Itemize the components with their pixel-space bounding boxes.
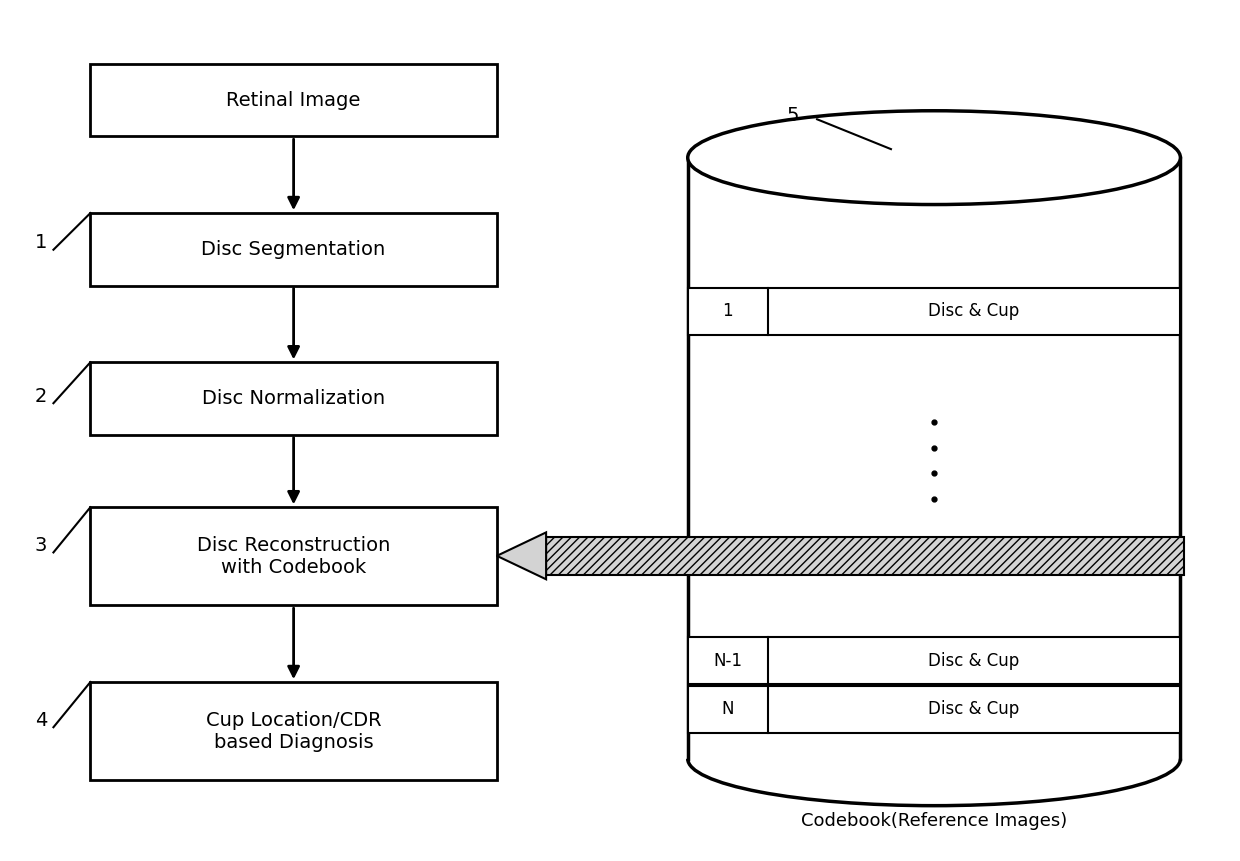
Text: N-1: N-1 bbox=[713, 652, 743, 670]
Ellipse shape bbox=[688, 111, 1180, 205]
Bar bbox=[688, 288, 1180, 335]
Text: Disc Segmentation: Disc Segmentation bbox=[201, 240, 386, 259]
Text: N: N bbox=[722, 700, 734, 718]
Text: 3: 3 bbox=[35, 536, 47, 555]
Text: Disc & Cup: Disc & Cup bbox=[929, 652, 1019, 670]
Bar bbox=[91, 213, 497, 286]
Bar bbox=[91, 682, 497, 780]
Text: Disc & Cup: Disc & Cup bbox=[929, 700, 1019, 718]
Bar bbox=[546, 537, 1184, 574]
Text: 1: 1 bbox=[35, 233, 47, 252]
Bar bbox=[91, 507, 497, 605]
Text: 2: 2 bbox=[35, 387, 47, 406]
Text: 1: 1 bbox=[723, 302, 733, 320]
Text: Disc & Cup: Disc & Cup bbox=[929, 302, 1019, 320]
Bar bbox=[688, 158, 1180, 759]
Text: Disc Reconstruction
with Codebook: Disc Reconstruction with Codebook bbox=[197, 536, 391, 577]
Text: 5: 5 bbox=[786, 106, 799, 125]
Bar bbox=[91, 362, 497, 435]
Text: Disc Normalization: Disc Normalization bbox=[202, 389, 386, 408]
Text: 4: 4 bbox=[35, 711, 47, 730]
Text: Cup Location/CDR
based Diagnosis: Cup Location/CDR based Diagnosis bbox=[206, 710, 382, 752]
Polygon shape bbox=[497, 532, 546, 579]
Bar bbox=[91, 64, 497, 136]
Text: Codebook(Reference Images): Codebook(Reference Images) bbox=[801, 812, 1068, 830]
Bar bbox=[688, 686, 1180, 733]
Bar bbox=[688, 637, 1180, 684]
Text: Retinal Image: Retinal Image bbox=[227, 90, 361, 109]
